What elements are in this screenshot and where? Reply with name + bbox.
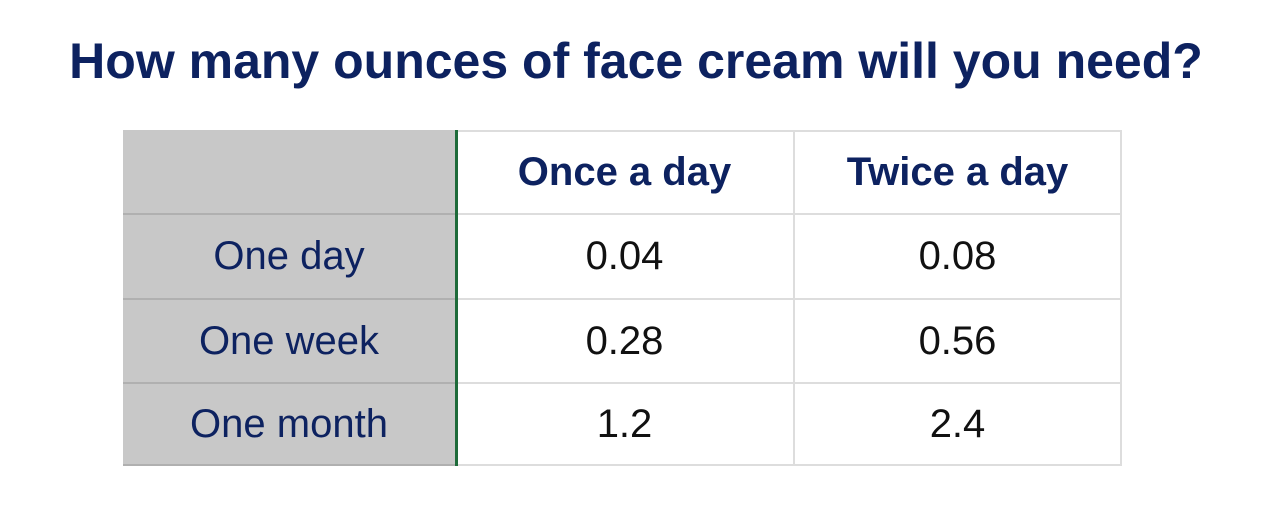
column-header: Once a day <box>456 130 795 215</box>
page-title: How many ounces of face cream will you n… <box>69 33 1203 89</box>
corner-cell <box>123 130 455 215</box>
table-cell: 0.28 <box>456 300 795 384</box>
table-cell: 0.56 <box>795 300 1122 384</box>
row-header: One day <box>123 215 455 300</box>
row-header: One week <box>123 300 455 384</box>
table-cell: 0.08 <box>795 215 1122 300</box>
frozen-divider <box>455 130 458 466</box>
column-header: Twice a day <box>795 130 1122 215</box>
table-cell: 1.2 <box>456 384 795 466</box>
table-cell: 2.4 <box>795 384 1122 466</box>
table-cell: 0.04 <box>456 215 795 300</box>
row-header: One month <box>123 384 455 466</box>
